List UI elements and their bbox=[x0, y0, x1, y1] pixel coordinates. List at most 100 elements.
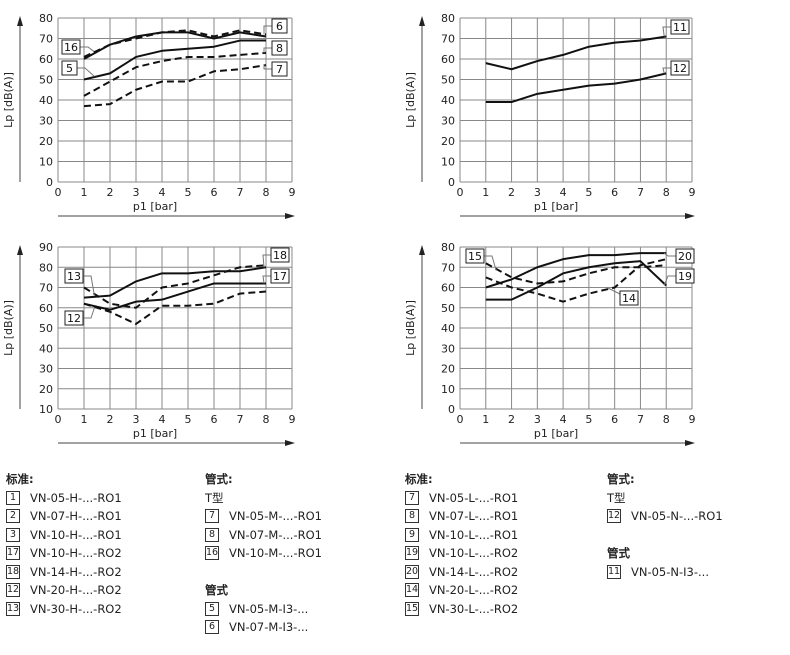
x-tick-label: 2 bbox=[508, 413, 515, 426]
x-tick-label: 5 bbox=[585, 186, 592, 199]
legend-item-number: 18 bbox=[6, 565, 20, 579]
x-axis-label: p1 [bar] bbox=[133, 427, 177, 440]
x-tick-label: 9 bbox=[289, 413, 296, 426]
legend-item-number: 20 bbox=[405, 565, 419, 579]
x-axis-label: p1 [bar] bbox=[534, 200, 578, 213]
y-tick-label: 20 bbox=[441, 135, 455, 148]
series-label-6: 6 bbox=[276, 20, 283, 33]
y-axis-arrowhead-icon bbox=[17, 245, 23, 255]
y-tick-label: 60 bbox=[39, 53, 53, 66]
y-tick-label: 70 bbox=[441, 33, 455, 46]
y-tick-label: 20 bbox=[441, 363, 455, 376]
y-tick-label: 80 bbox=[39, 261, 53, 274]
legend-group-subtitle: T型 bbox=[607, 489, 723, 508]
legend-item-number: 2 bbox=[6, 509, 20, 523]
legend-group-title: 管式: bbox=[205, 470, 322, 489]
y-tick-label: 60 bbox=[441, 282, 455, 295]
legend-group: 管式 11 VN-05-N-I3-... bbox=[607, 544, 723, 581]
x-tick-label: 8 bbox=[663, 186, 670, 199]
x-tick-label: 9 bbox=[689, 413, 696, 426]
legend-item-label: VN-05-L-...-RO1 bbox=[429, 489, 518, 508]
legend-item: 11 VN-05-N-I3-... bbox=[607, 563, 723, 582]
legend-item-label: VN-14-L-...-RO2 bbox=[429, 563, 518, 582]
legend-item: 9 VN-10-L-...-RO1 bbox=[405, 526, 518, 545]
x-axis-arrowhead-icon bbox=[685, 440, 695, 446]
legend-group-title: 管式 bbox=[607, 544, 723, 563]
x-tick-label: 6 bbox=[611, 186, 618, 199]
series-line-16 bbox=[84, 32, 266, 59]
x-tick-label: 3 bbox=[534, 413, 541, 426]
legend-group-title: 标准: bbox=[405, 470, 518, 489]
x-tick-label: 4 bbox=[560, 413, 567, 426]
y-tick-label: 10 bbox=[39, 403, 53, 416]
series-label-16: 16 bbox=[64, 41, 78, 54]
series-label-8: 8 bbox=[276, 42, 283, 55]
legend-item-label: VN-05-N-I3-... bbox=[631, 563, 709, 582]
series-label-12: 12 bbox=[67, 312, 81, 325]
legend-group-title: 管式: bbox=[607, 470, 723, 489]
y-tick-label: 40 bbox=[441, 94, 455, 107]
series-label-5: 5 bbox=[66, 62, 73, 75]
x-tick-label: 2 bbox=[107, 186, 114, 199]
legend-item-label: VN-30-H-...-RO2 bbox=[30, 600, 122, 619]
callout-leader bbox=[83, 276, 94, 296]
legend-item: 20 VN-14-L-...-RO2 bbox=[405, 563, 518, 582]
x-tick-label: 9 bbox=[289, 186, 296, 199]
y-tick-label: 60 bbox=[441, 53, 455, 66]
series-line-14 bbox=[486, 259, 666, 302]
x-axis-arrowhead-icon bbox=[285, 213, 295, 219]
x-tick-label: 7 bbox=[637, 413, 644, 426]
x-axis-arrowhead-icon bbox=[685, 213, 695, 219]
series-label-13: 13 bbox=[67, 270, 81, 283]
y-tick-label: 10 bbox=[441, 156, 455, 169]
legend-item-number: 12 bbox=[607, 509, 621, 523]
y-tick-label: 30 bbox=[39, 115, 53, 128]
legend-item-label: VN-07-M-...-RO1 bbox=[229, 526, 322, 545]
legend-item-number: 7 bbox=[205, 509, 219, 523]
y-axis-arrowhead-icon bbox=[419, 16, 425, 26]
x-tick-label: 3 bbox=[133, 186, 140, 199]
legend-item-label: VN-30-L-...-RO2 bbox=[429, 600, 518, 619]
callout-leader bbox=[77, 68, 94, 76]
y-tick-label: 20 bbox=[39, 135, 53, 148]
legend-item-number: 9 bbox=[405, 528, 419, 542]
legend-item-number: 5 bbox=[205, 602, 219, 616]
y-tick-label: 70 bbox=[441, 261, 455, 274]
y-tick-label: 30 bbox=[441, 342, 455, 355]
y-tick-label: 10 bbox=[441, 383, 455, 396]
x-tick-label: 2 bbox=[508, 186, 515, 199]
legend-item-number: 6 bbox=[205, 620, 219, 634]
y-tick-label: 0 bbox=[448, 403, 455, 416]
legend-item-label: VN-10-L-...-RO1 bbox=[429, 526, 518, 545]
x-tick-label: 6 bbox=[211, 186, 218, 199]
legend-item-label: VN-20-H-...-RO2 bbox=[30, 581, 122, 600]
legend-item-number: 11 bbox=[607, 565, 621, 579]
series-label-18: 18 bbox=[273, 249, 287, 262]
x-tick-label: 4 bbox=[159, 413, 166, 426]
x-tick-label: 7 bbox=[237, 413, 244, 426]
legend-item-label: VN-07-H-...-RO1 bbox=[30, 507, 122, 526]
y-tick-label: 50 bbox=[441, 74, 455, 87]
callout-leader bbox=[83, 308, 94, 318]
y-tick-label: 80 bbox=[39, 12, 53, 25]
y-axis-arrowhead-icon bbox=[419, 245, 425, 255]
y-tick-label: 0 bbox=[448, 176, 455, 189]
y-axis-label: Lp [dB(A)] bbox=[404, 72, 417, 128]
x-tick-label: 5 bbox=[585, 413, 592, 426]
x-tick-label: 5 bbox=[185, 186, 192, 199]
x-tick-label: 4 bbox=[159, 186, 166, 199]
x-tick-label: 6 bbox=[211, 413, 218, 426]
